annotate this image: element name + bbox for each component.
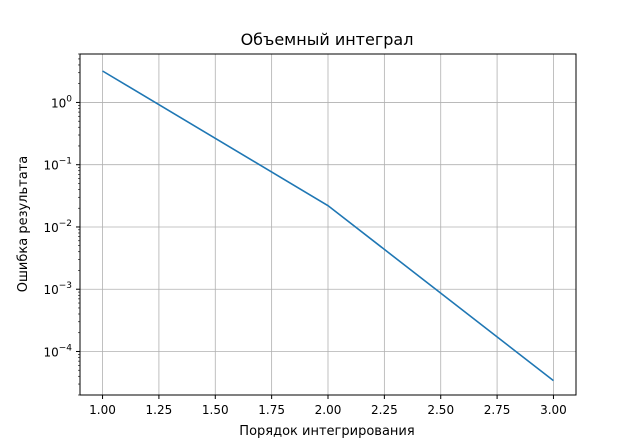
y-tick-label: 100: [51, 94, 72, 110]
y-tick-label: 10−2: [43, 219, 72, 235]
x-tick-label: 3.00: [540, 403, 567, 417]
x-tick-label: 1.50: [202, 403, 229, 417]
x-tick-label: 2.50: [427, 403, 454, 417]
x-tick-label: 2.00: [315, 403, 342, 417]
grid-layer: [80, 54, 576, 395]
x-tick-label: 1.25: [146, 403, 173, 417]
x-tick-label: 1.00: [89, 403, 116, 417]
x-tick-label: 2.75: [484, 403, 511, 417]
y-tick-label: 10−4: [43, 343, 72, 359]
axes-layer: 1.00 1.25 1.50 1.75 2.00 2.25 2.50 2.75 3.00 100 1…: [43, 53, 577, 417]
x-tick-label: 1.75: [258, 403, 285, 417]
y-tick-label: 10−1: [43, 157, 72, 173]
plot-frame: [79, 53, 577, 396]
y-axis-label: Ошибка результата: [16, 156, 31, 292]
y-tick-label: 10−3: [43, 281, 72, 297]
series-line: [102, 70, 554, 382]
series-layer: [102, 70, 554, 382]
chart-title: Объемный интеграл: [241, 30, 414, 49]
x-tick-label: 2.25: [371, 403, 398, 417]
x-axis-label: Порядок интегрирования: [239, 424, 414, 439]
